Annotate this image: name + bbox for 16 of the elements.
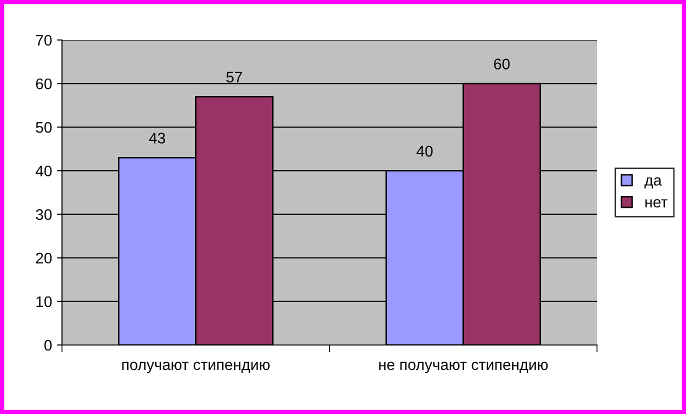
y-tick-label: 30	[36, 209, 52, 220]
data-label: 60	[494, 58, 510, 70]
data-label: 40	[416, 146, 433, 157]
x-tick-label: не получают стипендию	[379, 362, 548, 374]
x-tick-label: получают стипендию	[122, 362, 270, 374]
y-tick-label: 20	[36, 252, 52, 264]
y-tick-label: 0	[44, 340, 52, 351]
data-label: 57	[226, 72, 242, 83]
y-tick-label: 50	[36, 122, 52, 133]
y-tick-label: 60	[36, 78, 52, 90]
legend-label: да	[644, 177, 662, 189]
y-tick-label: 70	[36, 34, 52, 46]
data-label: 43	[149, 132, 166, 144]
y-tick-label: 40	[36, 166, 52, 176]
legend-label: нет	[645, 199, 668, 208]
y-tick-label: 10	[36, 296, 52, 308]
